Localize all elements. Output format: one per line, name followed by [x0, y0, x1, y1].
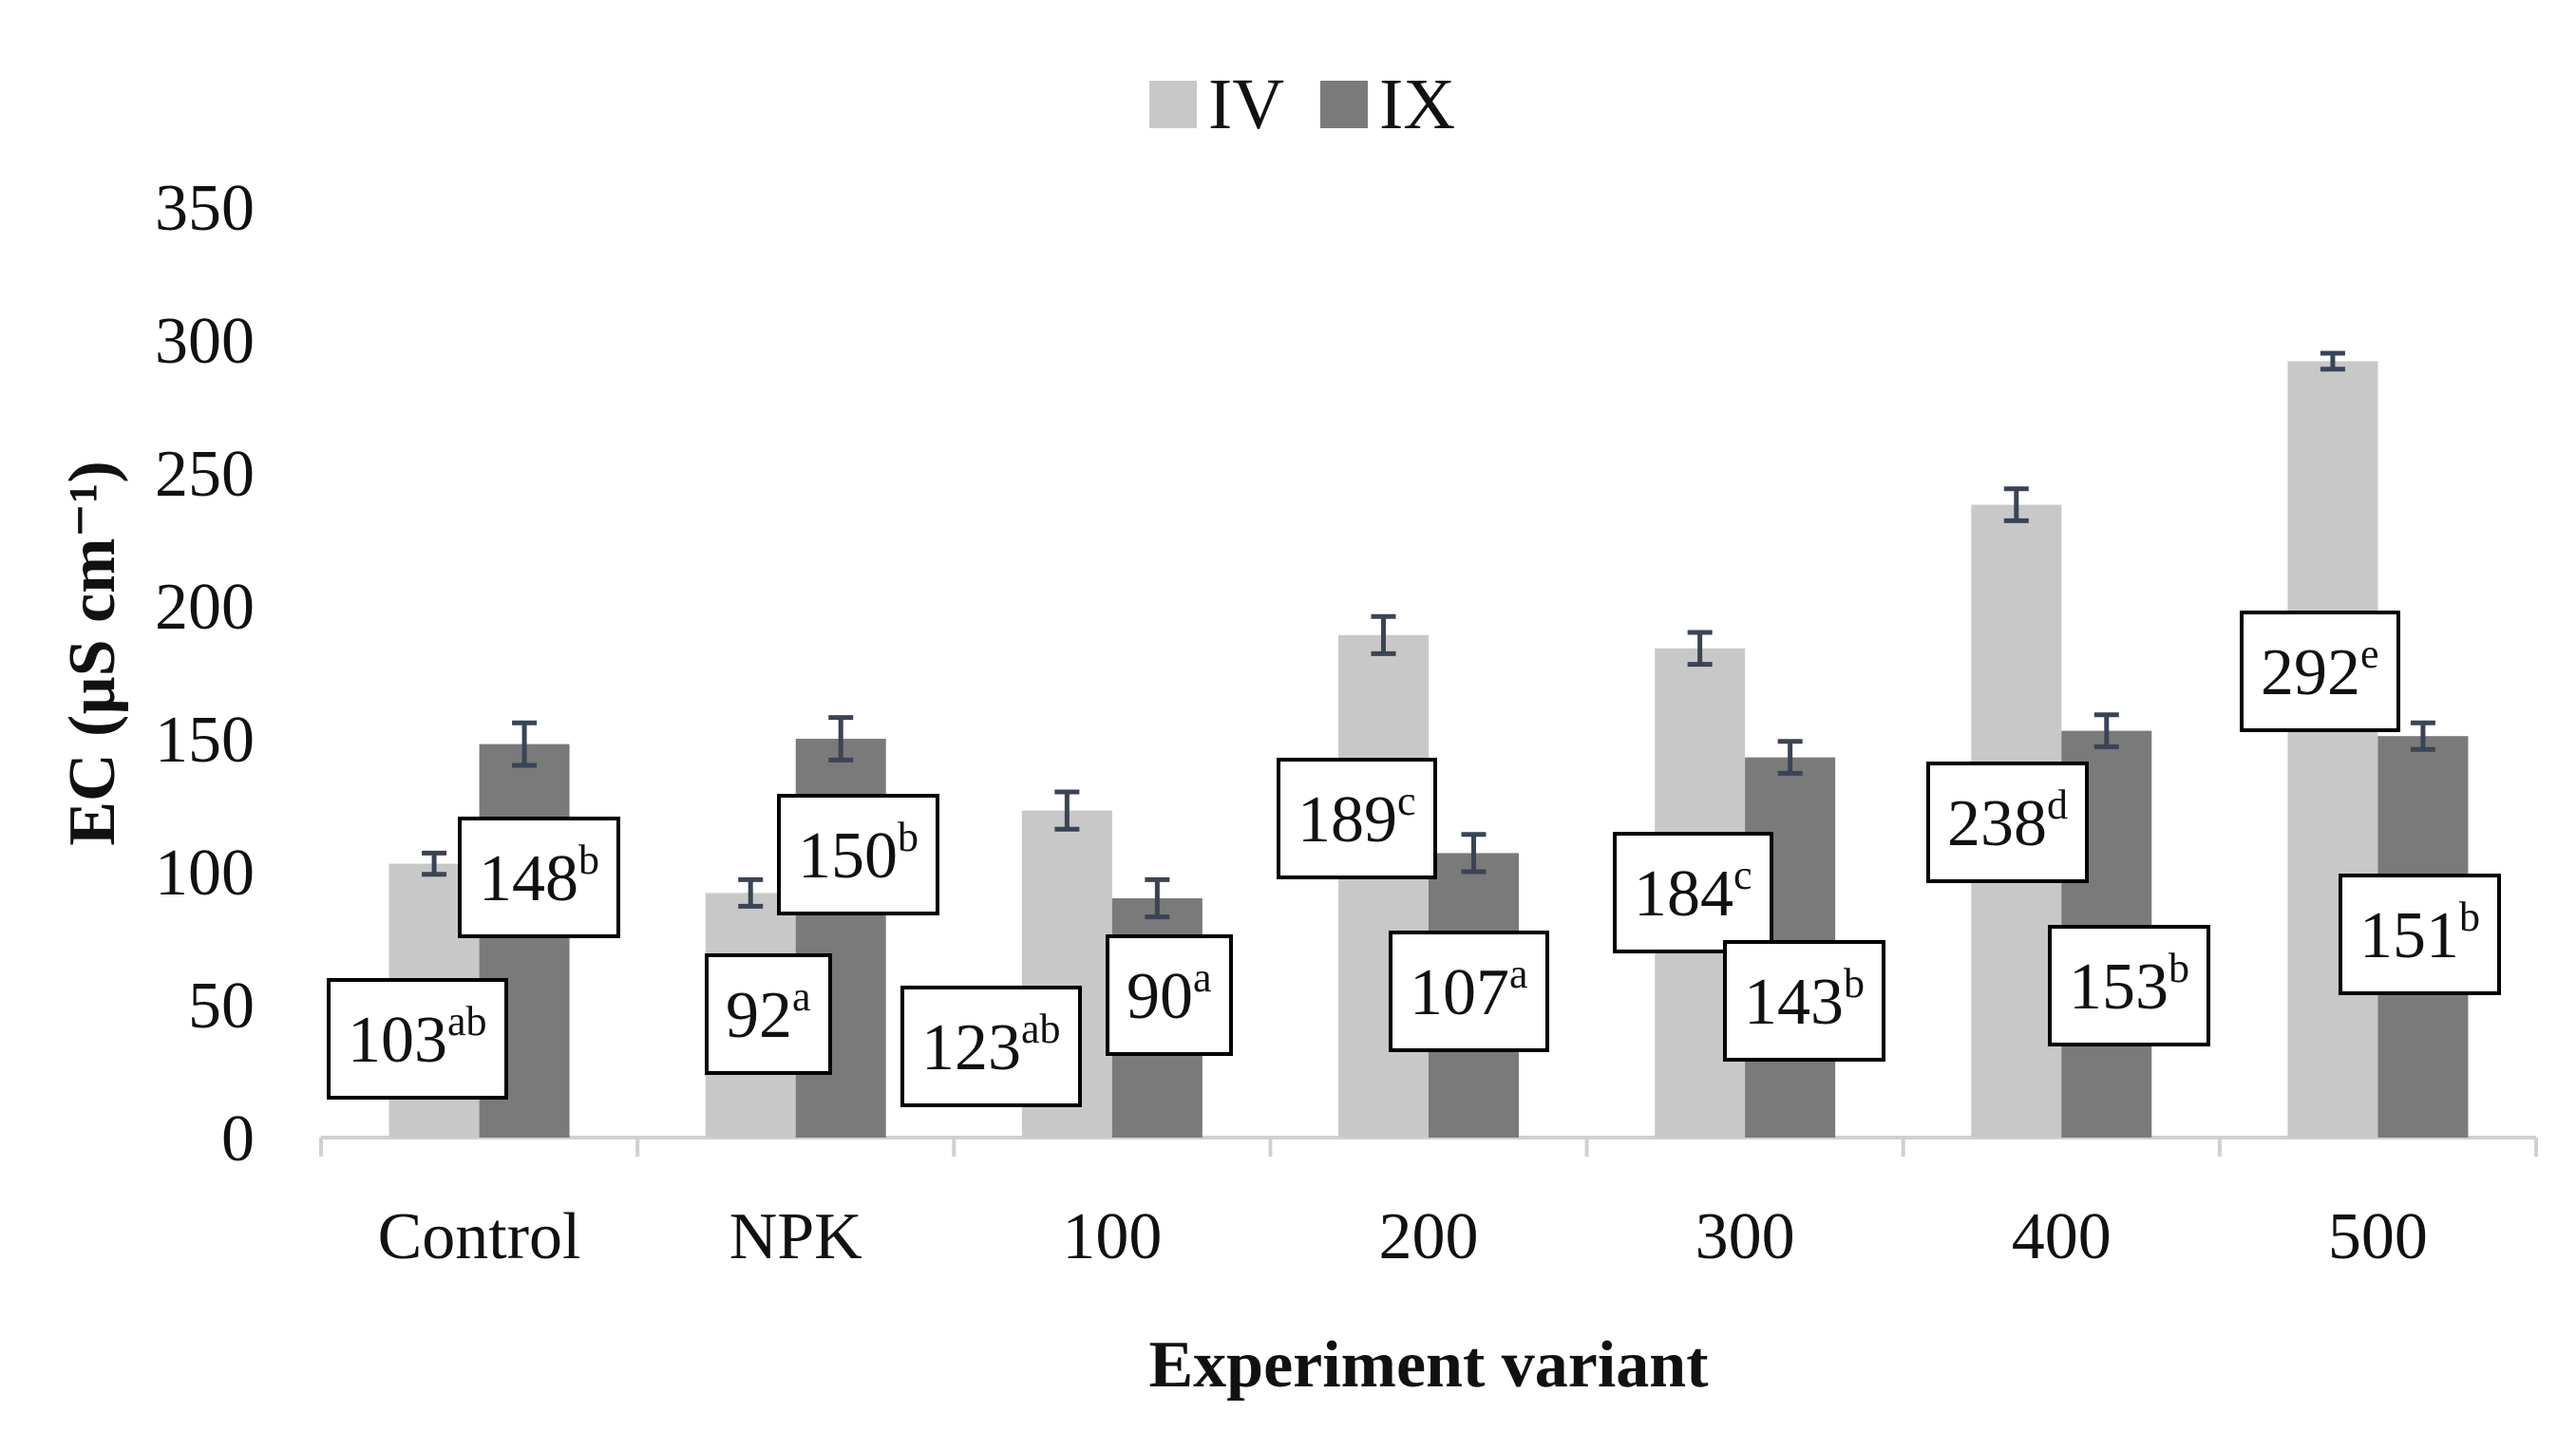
- data-labels: 103ab 92a 123ab 189c 184c 238d 292e 148b 150b 90a…: [327, 611, 2501, 1107]
- y-axis: 0 50 100 150 200 250 300 350: [155, 172, 255, 1176]
- y-tick-label: 300: [155, 305, 255, 378]
- bar-iv-500: [2287, 361, 2378, 1138]
- legend-swatch-iv: [1149, 81, 1197, 128]
- error-bar: [828, 715, 854, 763]
- error-bar: [2003, 486, 2029, 523]
- data-label: 153b: [2048, 925, 2210, 1046]
- svg-text:103ab: 103ab: [348, 998, 487, 1077]
- legend-swatch-ix: [1320, 81, 1368, 128]
- data-label: 189c: [1277, 758, 1437, 879]
- svg-text:184c: 184c: [1634, 852, 1752, 931]
- legend-label: IX: [1379, 65, 1455, 144]
- svg-text:153b: 153b: [2069, 945, 2189, 1024]
- data-label: 103ab: [327, 978, 508, 1100]
- error-bar: [1054, 789, 1080, 832]
- y-tick-label: 350: [155, 172, 255, 245]
- data-label: 92a: [705, 953, 832, 1075]
- error-bar: [738, 876, 764, 909]
- data-label: 238d: [1926, 762, 2089, 883]
- svg-text:151b: 151b: [2359, 894, 2480, 972]
- x-tick-label: 200: [1379, 1200, 1479, 1273]
- svg-text:123ab: 123ab: [921, 1006, 1061, 1084]
- data-label: 123ab: [900, 986, 1082, 1107]
- data-label: 292e: [2240, 611, 2400, 732]
- x-axis-title: Experiment variant: [1148, 1328, 1708, 1402]
- x-tick-label: 300: [1695, 1200, 1795, 1273]
- data-label: 143b: [1723, 940, 1885, 1062]
- svg-text:150b: 150b: [798, 814, 919, 893]
- error-bar: [1371, 613, 1396, 656]
- error-bar: [1145, 876, 1170, 920]
- data-label: 184c: [1613, 832, 1773, 953]
- bar-iv-200: [1338, 634, 1429, 1138]
- y-tick-label: 100: [155, 837, 255, 910]
- error-bar: [1687, 630, 1713, 668]
- legend-label: IV: [1208, 65, 1284, 144]
- y-axis-title: EC (µS cm⁻¹): [56, 461, 129, 845]
- svg-text:148b: 148b: [479, 837, 599, 915]
- data-label: 90a: [1106, 934, 1233, 1056]
- svg-text:189c: 189c: [1297, 778, 1416, 857]
- error-bar: [512, 720, 538, 768]
- error-bar: [2320, 350, 2345, 372]
- svg-text:238d: 238d: [1947, 781, 2068, 860]
- error-bar: [422, 850, 447, 877]
- y-tick-label: 0: [221, 1102, 255, 1176]
- data-label: 150b: [777, 794, 939, 915]
- error-bars: [422, 350, 2435, 920]
- y-tick-label: 250: [155, 438, 255, 511]
- error-bar: [1461, 832, 1487, 875]
- error-bar: [2410, 720, 2435, 752]
- svg-text:92a: 92a: [726, 973, 811, 1052]
- data-label: 151b: [2339, 874, 2501, 995]
- x-tick-label: 100: [1062, 1200, 1162, 1273]
- svg-text:292e: 292e: [2261, 631, 2379, 709]
- y-tick-label: 50: [188, 970, 255, 1043]
- error-bar: [2093, 712, 2119, 749]
- data-label: 148b: [458, 817, 620, 938]
- svg-text:143b: 143b: [1744, 960, 1865, 1039]
- x-tick-label: Control: [378, 1200, 581, 1273]
- legend: IV IX: [1149, 65, 1455, 144]
- svg-text:90a: 90a: [1127, 954, 1212, 1033]
- x-axis: Control NPK 100 200 300 400 500: [319, 1136, 2538, 1273]
- y-tick-label: 200: [155, 571, 255, 644]
- x-tick-label: 400: [2012, 1200, 2112, 1273]
- svg-text:107a: 107a: [1410, 951, 1528, 1029]
- x-tick-label: 500: [2328, 1200, 2428, 1273]
- y-tick-label: 150: [155, 704, 255, 777]
- error-bar: [1777, 739, 1803, 776]
- data-label: 107a: [1389, 931, 1549, 1052]
- x-tick-label: NPK: [729, 1200, 862, 1273]
